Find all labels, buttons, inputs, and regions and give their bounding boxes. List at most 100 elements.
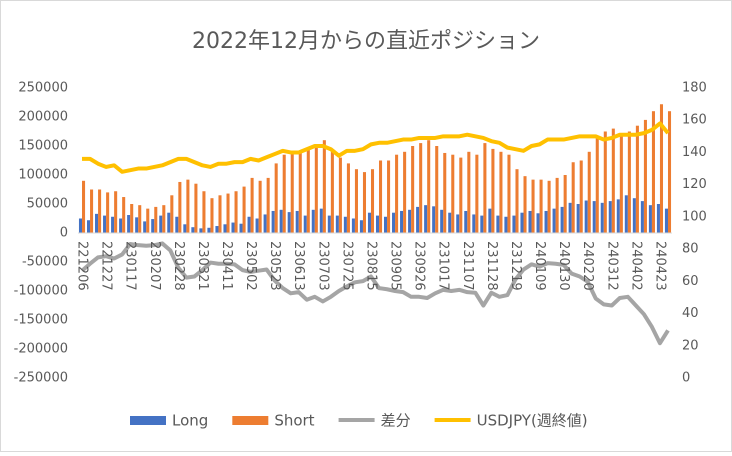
bar bbox=[475, 154, 479, 233]
x-tick-label: 240109 bbox=[532, 241, 547, 291]
y2-tick-label: 40 bbox=[682, 306, 699, 321]
x-tick-label: 230926 bbox=[412, 241, 427, 291]
y2-tick-label: 180 bbox=[682, 81, 707, 96]
x-tick-label: 230703 bbox=[315, 241, 330, 291]
bar bbox=[555, 177, 559, 233]
bar bbox=[395, 154, 399, 233]
bar bbox=[459, 157, 463, 233]
bar bbox=[448, 212, 452, 233]
bar bbox=[127, 215, 131, 233]
x-tick-label: 240402 bbox=[628, 241, 643, 291]
bar bbox=[362, 172, 367, 233]
bar bbox=[266, 177, 270, 233]
legend-label: Short bbox=[274, 412, 314, 430]
bar bbox=[90, 189, 94, 233]
bar bbox=[207, 227, 211, 233]
bar bbox=[520, 212, 524, 233]
bar bbox=[544, 210, 548, 233]
bar bbox=[354, 169, 358, 233]
y2-tick-label: 120 bbox=[682, 177, 707, 192]
bar bbox=[114, 191, 118, 233]
y-tick-label: 250000 bbox=[18, 81, 68, 96]
bar bbox=[547, 180, 551, 233]
bar bbox=[424, 205, 428, 233]
bar bbox=[111, 216, 115, 233]
bar bbox=[98, 189, 102, 233]
bar bbox=[456, 214, 460, 233]
bar bbox=[263, 214, 267, 233]
bar bbox=[499, 151, 503, 233]
y2-tick-label: 20 bbox=[682, 338, 699, 353]
bar bbox=[199, 228, 203, 233]
bar bbox=[311, 209, 315, 233]
bar bbox=[250, 177, 254, 233]
bar bbox=[536, 213, 540, 233]
bar bbox=[400, 210, 404, 233]
bar bbox=[330, 151, 334, 233]
bar bbox=[387, 160, 391, 233]
x-tick-label: 240312 bbox=[604, 241, 619, 291]
bar bbox=[346, 163, 350, 233]
bar bbox=[616, 199, 620, 233]
bar bbox=[491, 148, 495, 233]
bar bbox=[571, 162, 575, 233]
bar bbox=[624, 195, 628, 233]
bar bbox=[86, 220, 91, 233]
bar bbox=[202, 191, 206, 233]
bar bbox=[274, 163, 278, 233]
bar bbox=[640, 201, 644, 233]
bar bbox=[419, 143, 423, 233]
bar bbox=[146, 208, 150, 233]
bar bbox=[488, 208, 492, 233]
x-tick-label: 230613 bbox=[291, 241, 306, 291]
bar bbox=[143, 221, 147, 233]
bar bbox=[295, 210, 299, 233]
bar bbox=[587, 151, 591, 233]
bar bbox=[255, 218, 259, 233]
bar bbox=[464, 210, 468, 233]
y2-tick-label: 140 bbox=[682, 145, 707, 160]
bar bbox=[322, 140, 326, 233]
bar bbox=[319, 208, 323, 233]
bar bbox=[539, 179, 543, 233]
x-tick-label: 230207 bbox=[147, 241, 162, 291]
y-tick-label: -150000 bbox=[14, 313, 68, 328]
legend-swatch bbox=[232, 416, 269, 425]
x-tick-label: 230502 bbox=[243, 241, 258, 291]
bar bbox=[210, 198, 214, 233]
bar bbox=[215, 226, 219, 233]
bar bbox=[154, 206, 158, 233]
bar bbox=[408, 209, 412, 233]
bar bbox=[483, 143, 487, 233]
x-tick-label: 230117 bbox=[123, 241, 138, 291]
y-tick-label: 50000 bbox=[27, 197, 68, 212]
bar bbox=[512, 215, 516, 233]
bar bbox=[367, 212, 371, 233]
bar bbox=[287, 212, 291, 233]
bar bbox=[271, 210, 275, 233]
x-tick-label: 230905 bbox=[388, 241, 403, 291]
bar bbox=[239, 223, 243, 233]
x-tick-label: 230725 bbox=[339, 241, 354, 291]
bar bbox=[351, 218, 355, 233]
bar bbox=[528, 210, 532, 233]
legend-label: 差分 bbox=[381, 412, 411, 430]
bar bbox=[122, 197, 126, 233]
bar bbox=[563, 175, 567, 233]
bar bbox=[467, 151, 471, 233]
bar bbox=[282, 154, 286, 233]
bar bbox=[78, 218, 83, 233]
y-tick-label: 100000 bbox=[18, 168, 68, 183]
bar bbox=[440, 209, 444, 233]
bar bbox=[627, 131, 631, 233]
bar bbox=[411, 146, 415, 233]
x-tick-label: 240423 bbox=[652, 241, 667, 291]
y2-tick-label: 160 bbox=[682, 113, 707, 128]
bar bbox=[504, 216, 508, 233]
bar bbox=[515, 169, 519, 233]
bar bbox=[392, 212, 396, 233]
bar bbox=[175, 216, 179, 233]
bar bbox=[584, 200, 588, 233]
bar bbox=[178, 181, 182, 233]
